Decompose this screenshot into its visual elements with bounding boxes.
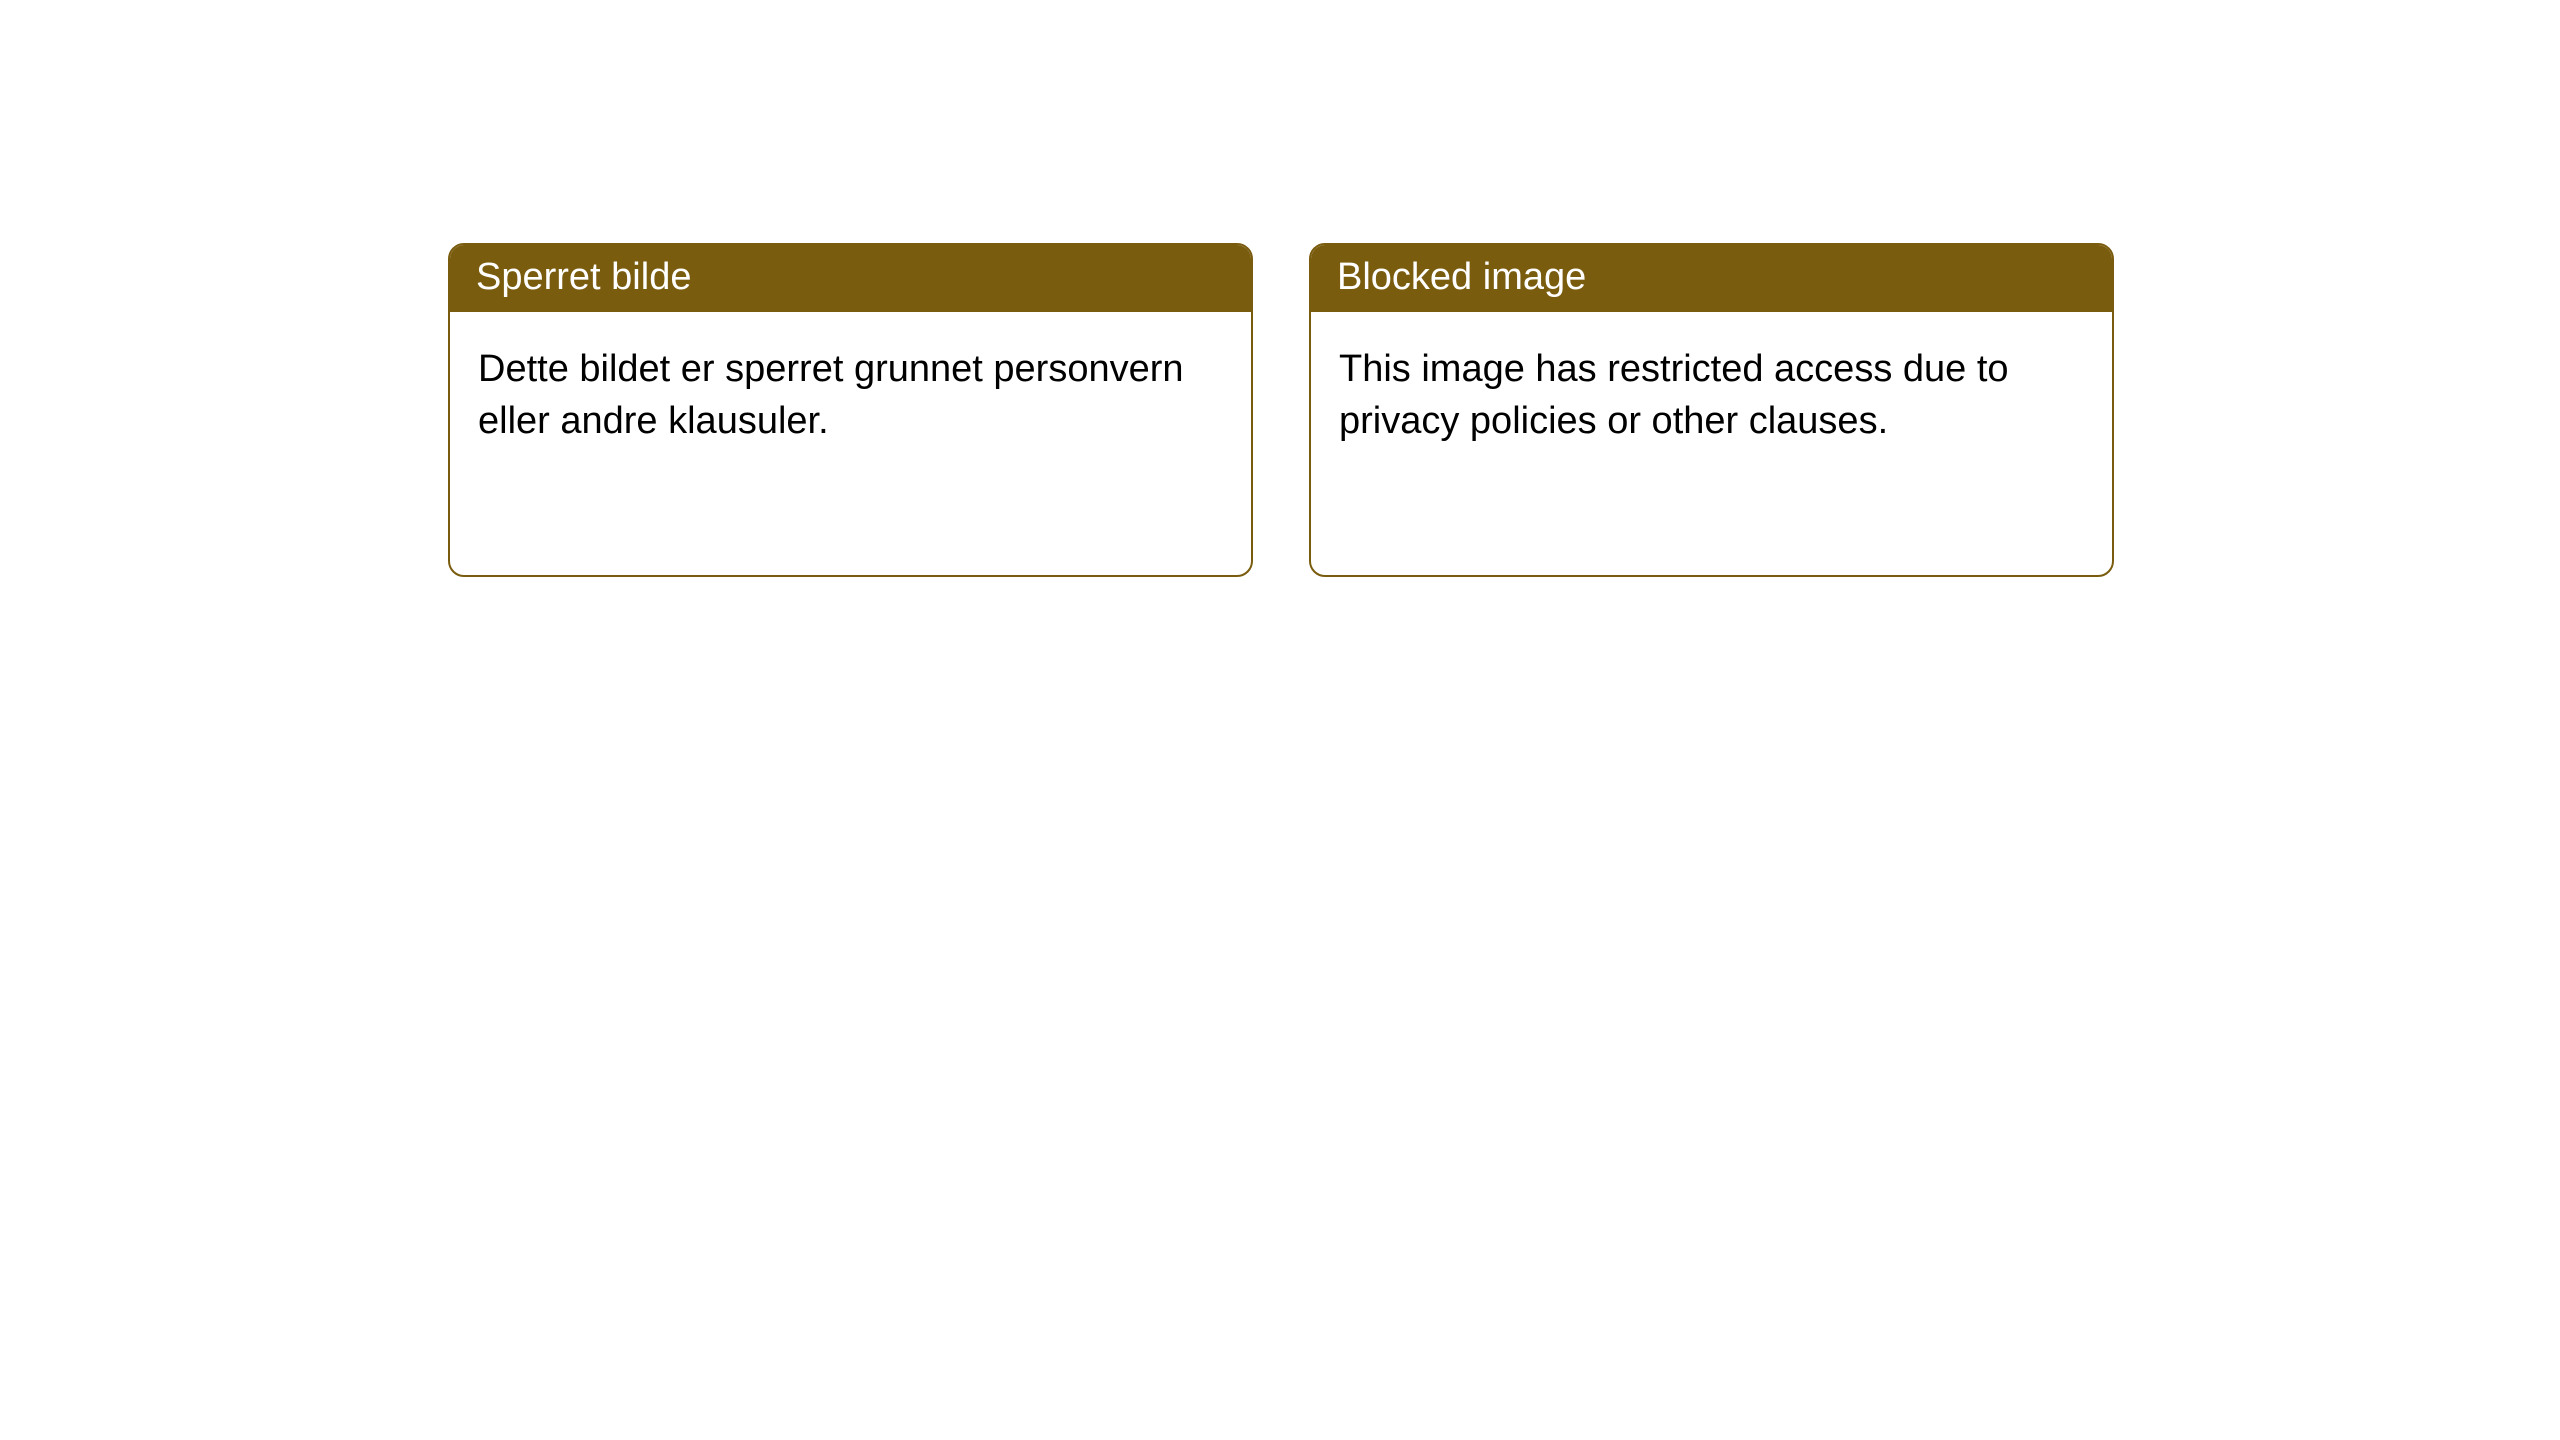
notice-card-english: Blocked image This image has restricted …: [1309, 243, 2114, 577]
card-body: Dette bildet er sperret grunnet personve…: [450, 312, 1251, 479]
notice-cards-container: Sperret bilde Dette bildet er sperret gr…: [0, 0, 2560, 577]
card-header: Sperret bilde: [450, 245, 1251, 312]
notice-card-norwegian: Sperret bilde Dette bildet er sperret gr…: [448, 243, 1253, 577]
card-header: Blocked image: [1311, 245, 2112, 312]
card-body: This image has restricted access due to …: [1311, 312, 2112, 479]
